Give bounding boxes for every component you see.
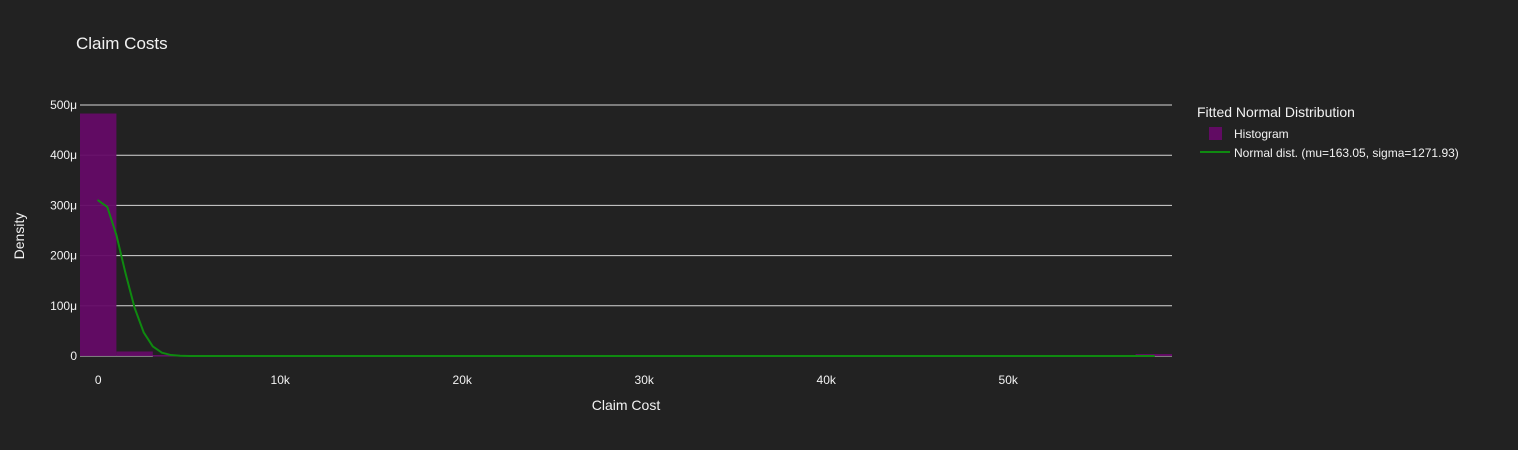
legend-item-histogram[interactable]: Histogram <box>1197 124 1515 143</box>
normal-distribution-line <box>97 199 1155 357</box>
normal-dist-curve[interactable] <box>97 199 1155 357</box>
x-axis-ticks: 0 10k 20k 30k 40k 50k <box>95 373 1019 387</box>
histogram-bar[interactable] <box>116 351 153 356</box>
chart-title: Claim Costs <box>76 34 168 53</box>
x-tick-label: 30k <box>635 373 655 387</box>
grid-layer <box>80 104 1172 357</box>
y-tick-label: 300μ <box>50 198 77 212</box>
x-axis-label: Claim Cost <box>592 397 661 413</box>
x-tick-label: 10k <box>271 373 291 387</box>
y-tick-label: 200μ <box>50 249 77 263</box>
histogram-swatch <box>1197 124 1237 143</box>
histogram-bars <box>80 113 1172 357</box>
x-tick-label: 0 <box>95 373 102 387</box>
x-tick-label: 40k <box>817 373 837 387</box>
y-tick-label: 400μ <box>50 148 77 162</box>
legend-item-normal-dist[interactable]: Normal dist. (mu=163.05, sigma=1271.93) <box>1197 143 1515 162</box>
x-tick-label: 20k <box>453 373 473 387</box>
legend-label-normal-dist: Normal dist. (mu=163.05, sigma=1271.93) <box>1234 145 1459 160</box>
histogram-bar[interactable] <box>1135 353 1172 356</box>
y-axis-ticks: 0 100μ 200μ 300μ 400μ 500μ <box>50 98 77 363</box>
legend-label-histogram: Histogram <box>1234 126 1289 141</box>
y-tick-label: 0 <box>70 349 77 363</box>
y-tick-label: 100μ <box>50 299 77 313</box>
normal-dist-swatch <box>1197 143 1237 162</box>
x-tick-label: 50k <box>999 373 1019 387</box>
y-tick-label: 500μ <box>50 98 77 112</box>
y-axis-label: Density <box>11 213 27 260</box>
histogram-bar[interactable] <box>80 113 117 356</box>
legend: Fitted Normal Distribution Histogram Nor… <box>1197 104 1515 162</box>
legend-title: Fitted Normal Distribution <box>1197 104 1355 120</box>
